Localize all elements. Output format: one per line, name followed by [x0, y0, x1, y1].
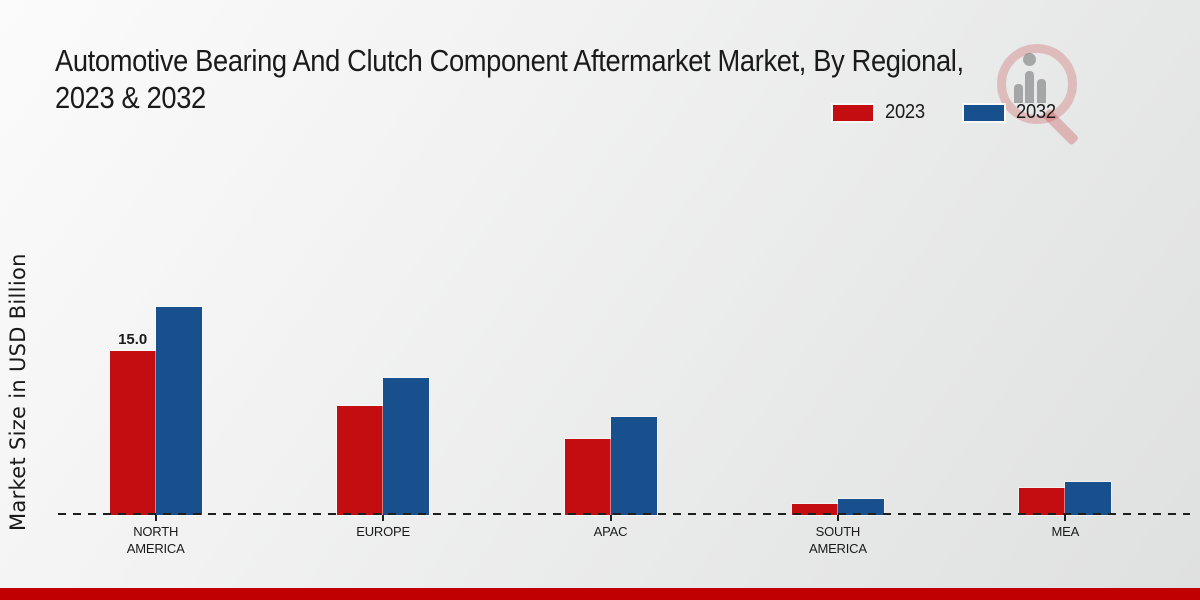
legend-swatch-icon: [833, 104, 873, 121]
x-axis-category-label: EUROPE: [356, 524, 410, 539]
legend-label: 2023: [885, 101, 925, 123]
bar-2023-mea: [1019, 487, 1066, 515]
bar-2023-europe: [337, 405, 384, 515]
chart-title: Automotive Bearing And Clutch Component …: [55, 42, 964, 116]
legend-item-2023: 2023: [833, 101, 928, 124]
x-axis-tick: [1064, 515, 1067, 521]
x-axis-tick: [609, 515, 612, 521]
chart-title-line-2: 2023 & 2032: [55, 80, 206, 116]
magnifier-ring-icon: [997, 44, 1077, 124]
bar-2032-mea: [1065, 482, 1112, 515]
bar-2032-europe: [383, 378, 430, 515]
chart-title-line-1: Automotive Bearing And Clutch Component …: [55, 43, 964, 78]
bar-2023-apac: [564, 438, 611, 515]
x-axis-category-label: SOUTH AMERICA: [808, 524, 867, 556]
legend-item-2032: 2032: [964, 101, 1059, 124]
x-axis-category-label: NORTH AMERICA: [126, 524, 185, 556]
x-axis-tick: [154, 515, 157, 521]
y-axis-label: Market Size in USD Billion: [6, 253, 30, 531]
legend-label: 2032: [1016, 101, 1057, 123]
x-axis-baseline: [58, 513, 1190, 515]
x-axis-tick: [836, 515, 839, 521]
bar-value-label: 15.0: [118, 331, 148, 349]
footer-accent-bar: [0, 588, 1200, 600]
logo-bar-icon: [1037, 79, 1046, 103]
bar-2032-apac: [610, 416, 657, 515]
legend: 2023 2032: [833, 101, 1060, 124]
bar-2032-south-america: [837, 498, 884, 515]
x-axis-category-label: MEA: [1051, 524, 1080, 539]
magnifier-bar-chart-logo-icon: [985, 40, 1115, 170]
bar-2023-north-america: [109, 351, 156, 515]
x-axis-category-label: APAC: [593, 524, 628, 539]
bar-2032-north-america: [155, 307, 202, 515]
bar-2023-south-america: [791, 504, 838, 515]
logo-bar-icon: [1025, 71, 1034, 103]
x-axis-tick: [382, 515, 385, 521]
logo-dot-icon: [1023, 53, 1036, 66]
legend-swatch-icon: [964, 104, 1005, 121]
logo-bar-icon: [1014, 84, 1023, 103]
